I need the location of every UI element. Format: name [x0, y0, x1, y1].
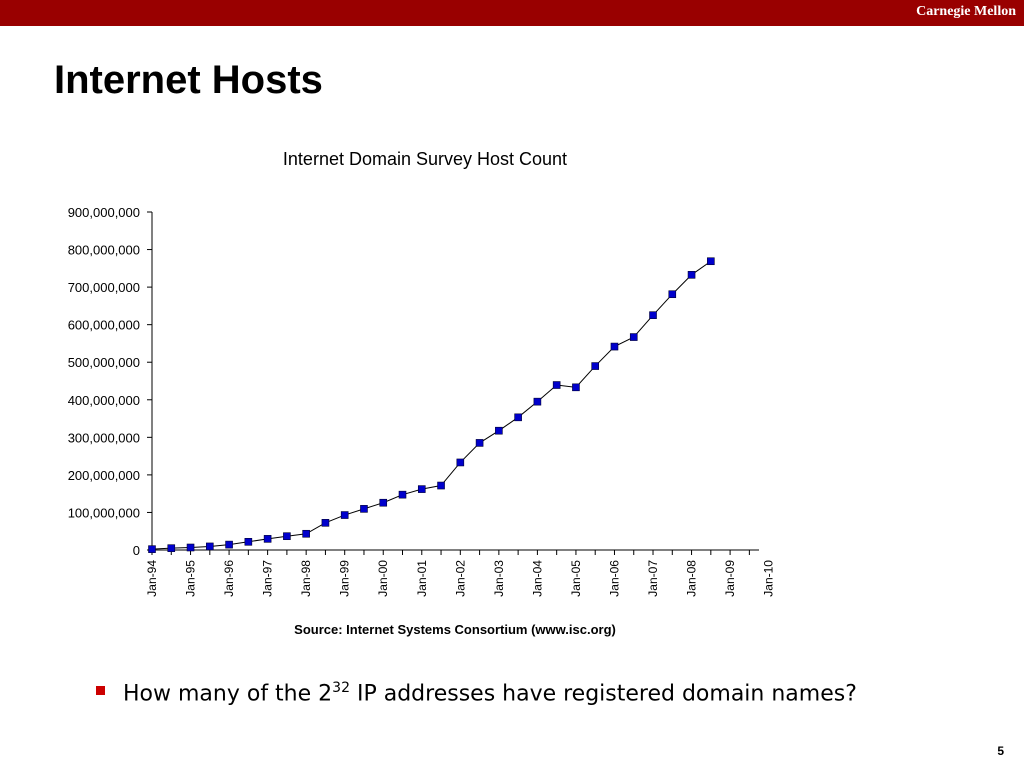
- chart-title: Internet Domain Survey Host Count: [283, 149, 567, 169]
- data-point-1: [167, 544, 176, 552]
- data-point-16: [456, 458, 465, 467]
- brand-label: Carnegie Mellon: [916, 4, 1016, 19]
- series-line: [151, 260, 712, 550]
- x-tick-label-11: Jan-05: [569, 560, 583, 597]
- data-point-26: [649, 311, 657, 319]
- x-tick-label-8: Jan-02: [453, 560, 467, 597]
- y-tick-label-3: 300,000,000: [68, 430, 140, 445]
- y-tick-label-4: 400,000,000: [68, 393, 140, 408]
- data-point-21: [552, 381, 561, 389]
- y-tick-label-5: 500,000,000: [68, 355, 140, 370]
- x-tick-label-16: Jan-10: [762, 560, 776, 597]
- data-point-13: [398, 490, 407, 499]
- data-point-12: [379, 498, 388, 507]
- y-axis-ticks: 0 100,000,000 200,000,000 300,000,000 400,00…: [68, 205, 152, 558]
- y-tick-label-9: 900,000,000: [68, 205, 140, 220]
- x-tick-label-2: Jan-96: [222, 560, 236, 597]
- data-point-24: [610, 342, 619, 351]
- page-number: 5: [997, 744, 1004, 758]
- header-bar: Carnegie Mellon: [0, 0, 1024, 26]
- series-host-count: [148, 257, 715, 553]
- data-point-9: [321, 519, 330, 527]
- y-tick-label-2: 200,000,000: [68, 468, 140, 483]
- bullet-text-suffix: IP addresses have registered domain name…: [349, 681, 857, 707]
- data-point-5: [244, 538, 253, 546]
- bullet-text-prefix: How many of the 2: [123, 681, 333, 707]
- x-tick-label-0: Jan-94: [145, 560, 159, 597]
- y-tick-label-8: 800,000,000: [68, 243, 140, 258]
- data-point-22: [572, 383, 580, 392]
- data-point-3: [206, 542, 214, 551]
- x-axis-ticks: Jan-94 Jan-95 Jan-96 Jan-97 Jan-98 Jan-99 Jan-…: [145, 550, 776, 597]
- y-tick-label-1: 100,000,000: [68, 505, 140, 520]
- data-point-27: [668, 290, 677, 299]
- data-point-28: [687, 271, 696, 279]
- data-point-10: [340, 511, 349, 519]
- data-point-0: [148, 545, 156, 553]
- data-point-6: [263, 535, 272, 543]
- x-tick-label-1: Jan-95: [184, 560, 198, 597]
- y-tick-label-0: 0: [133, 543, 140, 558]
- data-point-7: [283, 532, 291, 541]
- data-point-23: [591, 362, 600, 370]
- x-tick-label-9: Jan-03: [492, 560, 506, 597]
- data-point-17: [475, 439, 484, 447]
- data-point-14: [417, 485, 426, 493]
- data-point-18: [495, 426, 503, 435]
- x-tick-label-12: Jan-06: [607, 560, 621, 597]
- x-tick-label-13: Jan-07: [646, 560, 660, 597]
- x-tick-label-7: Jan-01: [415, 560, 429, 597]
- chart-axes: [151, 212, 759, 551]
- data-point-19: [514, 413, 522, 422]
- x-tick-label-6: Jan-00: [376, 560, 390, 597]
- data-point-4: [225, 540, 233, 549]
- x-tick-label-14: Jan-08: [685, 560, 699, 597]
- data-point-25: [629, 333, 638, 341]
- data-point-2: [186, 543, 195, 552]
- chart-source: Source: Internet Systems Consortium (www…: [294, 622, 616, 637]
- y-tick-label-6: 600,000,000: [68, 318, 140, 333]
- bullet-exponent: 32: [332, 680, 350, 696]
- x-tick-label-10: Jan-04: [530, 560, 544, 597]
- x-tick-label-4: Jan-98: [299, 560, 313, 597]
- slide-title: Internet Hosts: [54, 58, 323, 102]
- data-point-11: [360, 505, 368, 513]
- data-point-15: [437, 481, 445, 490]
- data-point-20: [533, 397, 542, 406]
- y-tick-label-7: 700,000,000: [68, 280, 140, 295]
- x-tick-label-5: Jan-99: [338, 560, 352, 597]
- data-point-29: [707, 257, 715, 266]
- bullet-question: How many of the 232 IP addresses have re…: [96, 680, 857, 706]
- x-tick-label-3: Jan-97: [261, 560, 275, 597]
- x-tick-label-15: Jan-09: [723, 560, 737, 597]
- host-count-chart: Internet Domain Survey Host Count 0 100,0…: [68, 149, 776, 637]
- data-point-8: [302, 529, 310, 538]
- bullet-square-icon: [96, 685, 105, 695]
